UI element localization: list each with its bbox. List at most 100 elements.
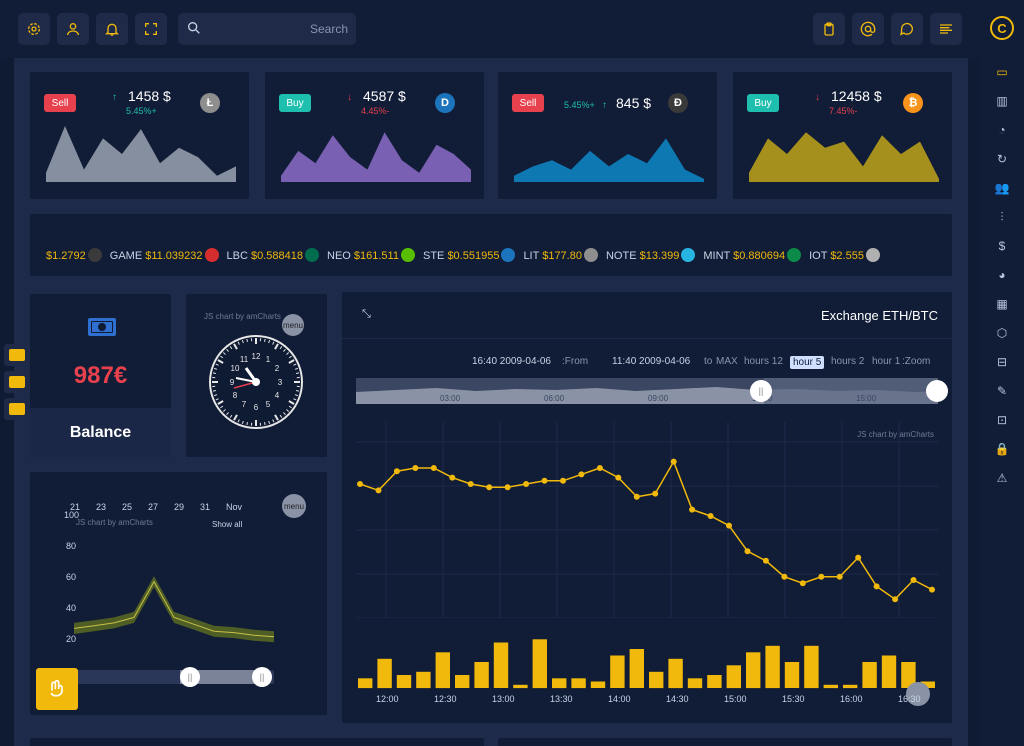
ticker-value: $177.80 [542,250,582,262]
chat-icon[interactable] [891,13,923,45]
cast-icon[interactable]: ⊡ [996,413,1008,427]
fullscreen-icon[interactable] [135,13,167,45]
ticker-strip: $1.2792 GAME $11.039232 LBC $0.588418 NEO $… [30,214,952,276]
volume-bar [358,678,373,689]
ticker-price: 1458 $ [128,88,171,104]
volume-bar [862,662,877,688]
price-point [818,573,825,580]
wallet-icon[interactable] [4,344,30,366]
ticker-price: 4587 $ [363,88,406,104]
expand-icon[interactable]: ⤡ [362,308,371,320]
grid-icon[interactable]: ▦ [996,297,1008,311]
refresh-icon[interactable]: ↻ [996,152,1008,166]
bottom-card-right [498,738,952,746]
clock-tick [220,355,224,359]
search-input[interactable]: Search [178,13,356,45]
area-series [281,132,471,182]
sell-button[interactable]: Sell [44,94,76,112]
menu-lines-icon[interactable] [930,13,962,45]
price-point [836,573,843,580]
buy-button[interactable]: Buy [279,94,311,112]
time-tick-label: 12:00 [376,694,399,704]
chart-menu-button[interactable]: menu [282,494,306,518]
svg-text:7: 7 [242,400,247,409]
pie-icon[interactable]: ◕ [998,268,1006,282]
right-sidebar: C ▭ ▥ ◔ ↻ 👥 ⫶ $ ◕ ▦ ⬡ ⊟ ✎ ⊡ 🔒 ⚠ [980,0,1024,746]
clock-tick [279,414,283,418]
ticker-symbol: LIT [523,250,543,262]
from-date-input[interactable]: 16:40 2009-04-06 [472,356,551,367]
range-scrollbar[interactable] [74,670,274,684]
dollar-icon[interactable]: $ [998,239,1006,253]
clock-tick [215,363,219,366]
card-icon[interactable] [4,398,30,420]
sell-button[interactable]: Sell [512,94,544,112]
ticker-change: 7.45%- [829,106,858,116]
image-icon[interactable] [4,371,30,393]
users-icon[interactable]: 👥 [994,181,1010,195]
zoom-12h-button[interactable]: hours 12 [744,356,783,367]
navigator-tick-label: 15:00 [856,394,877,403]
chart-menu-button[interactable]: menu [282,314,304,336]
bell-icon[interactable] [96,13,128,45]
navigator-handle-left[interactable]: || [750,380,772,402]
inbox-icon[interactable]: ⊟ [996,355,1008,369]
edit-icon[interactable]: ✎ [996,384,1008,398]
exchange-title: Exchange ETH/BTC [820,308,938,323]
volume-bar [765,645,780,689]
range-handle-right[interactable]: || [252,667,272,687]
alert-icon[interactable]: ⚠ [996,471,1008,485]
price-point [744,548,751,555]
arrow-down-icon: ↓ [815,92,820,103]
zoom-5h-button[interactable]: hour 5 [790,356,825,369]
ticker-value: $13.399 [639,250,680,262]
hand-icon[interactable] [36,668,78,710]
range-handle-left[interactable]: || [180,667,200,687]
search-placeholder: Search [309,22,348,36]
zoom-max-button[interactable]: MAX [716,356,738,367]
clock-tick [237,419,240,423]
box-icon[interactable]: ⬡ [996,326,1008,340]
clock-tick [274,414,279,421]
gear-icon[interactable] [18,13,50,45]
zoom-1h-button[interactable]: hour 1 [872,356,901,367]
show-all-button[interactable]: Show all [212,520,243,529]
coin-icon [787,248,802,262]
zoom-2h-button[interactable]: hours 2 [831,356,865,367]
user-icon[interactable] [57,13,89,45]
clock-tick [296,372,300,374]
price-point [467,481,474,487]
monitor-icon[interactable]: ▭ [996,65,1008,79]
volume-bar [843,684,858,689]
y-tick-label: 60 [66,572,77,582]
clock-tick [246,422,248,426]
pie-chart-icon[interactable]: ◔ [998,123,1006,137]
price-line [359,459,933,601]
buy-button[interactable]: Buy [747,94,779,112]
svg-text:3: 3 [278,378,283,387]
price-point [873,583,880,590]
logo-icon[interactable]: C [990,16,1014,40]
price-point [357,481,363,487]
chart-menu-button[interactable] [906,682,930,706]
at-icon[interactable] [852,13,884,45]
to-date-input[interactable]: 11:40 2009-04-06 [612,356,691,367]
price-point [910,577,917,583]
clock-tick [229,414,233,418]
navigator-handle-right[interactable] [926,380,948,402]
sliders-icon[interactable]: ⫶ [1000,210,1004,224]
volume-bar [552,678,567,689]
x-tick-label: 23 [96,502,107,512]
main-content: Sell ↑ 1458 $ 5.45%+ Ł Buy ↓ 4587 $ 4.45%- D Sell ↑… [14,58,968,746]
price-point [689,506,696,513]
price-point [799,580,806,587]
bar-chart-icon[interactable]: ▥ [996,94,1008,108]
lock-icon[interactable]: 🔒 [994,442,1010,456]
clock-tick [233,414,238,421]
clipboard-icon[interactable] [813,13,845,45]
volume-bar [668,658,683,689]
clock-tick [217,400,224,405]
